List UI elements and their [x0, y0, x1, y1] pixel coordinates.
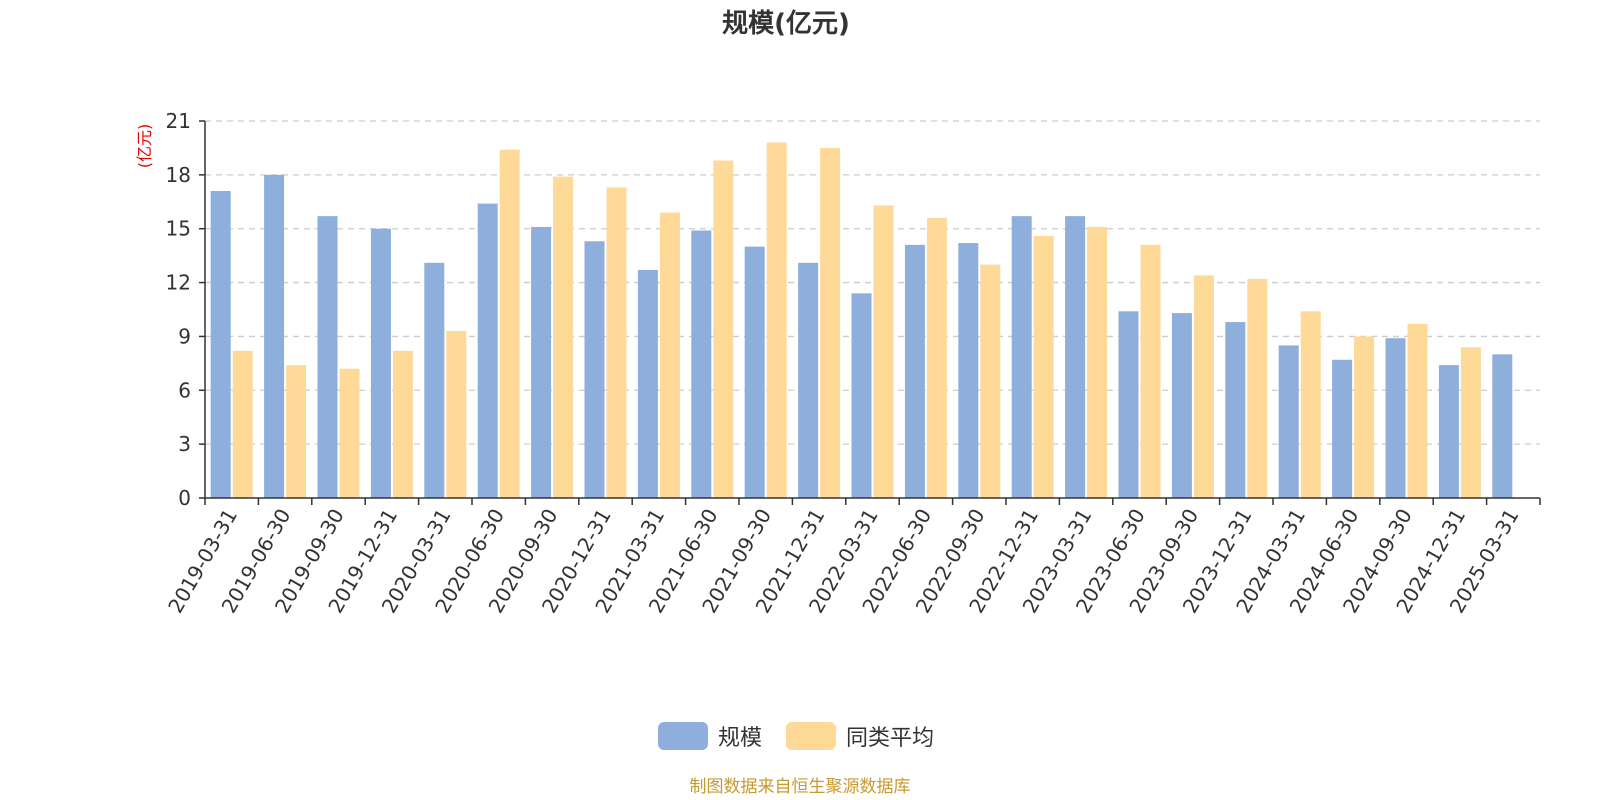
bar-peer-average-20 — [1300, 311, 1321, 498]
bar-peer-average-8 — [659, 212, 680, 499]
bar-scale-11 — [798, 262, 819, 498]
bar-peer-average-14 — [980, 264, 1001, 498]
y-tick-label-5: 15 — [166, 217, 191, 241]
bar-scale-16 — [1065, 216, 1086, 498]
bar-peer-average-12 — [873, 205, 894, 498]
bar-peer-average-22 — [1407, 323, 1428, 498]
bar-scale-5 — [477, 203, 498, 499]
bar-scale-17 — [1118, 311, 1139, 498]
legend: 规模 同类平均 — [658, 722, 934, 751]
bar-peer-average-19 — [1247, 278, 1268, 498]
bar-scale-8 — [637, 270, 658, 498]
y-axis-unit-label: (亿元) — [135, 124, 154, 169]
bar-scale-6 — [531, 226, 552, 498]
bar-scale-22 — [1385, 338, 1406, 498]
bar-scale-21 — [1332, 359, 1353, 498]
bar-scale-18 — [1171, 313, 1192, 498]
bar-scale-24 — [1492, 354, 1513, 498]
bar-scale-9 — [691, 230, 712, 498]
data-source-note: 制图数据来自恒生聚源数据库 — [690, 777, 911, 797]
y-tick-label-3: 9 — [178, 324, 191, 348]
bar-scale-15 — [1011, 216, 1032, 498]
bar-peer-average-21 — [1354, 336, 1375, 498]
bar-scale-20 — [1278, 345, 1299, 498]
bar-peer-average-4 — [446, 331, 467, 498]
bar-peer-average-11 — [820, 147, 841, 498]
bar-peer-average-5 — [499, 149, 520, 498]
bars — [210, 142, 1513, 499]
bar-peer-average-13 — [926, 217, 947, 498]
chart-title: 规模(亿元) — [722, 9, 850, 39]
bar-scale-14 — [958, 243, 979, 498]
y-tick-label-2: 6 — [178, 378, 191, 402]
bar-peer-average-9 — [713, 160, 734, 498]
y-tick-label-6: 18 — [166, 163, 191, 187]
bar-peer-average-3 — [392, 350, 413, 498]
bar-peer-average-17 — [1140, 244, 1161, 498]
y-tick-label-4: 12 — [166, 271, 191, 295]
bar-peer-average-6 — [553, 176, 574, 498]
bar-peer-average-7 — [606, 187, 627, 498]
bar-scale-13 — [904, 244, 925, 498]
legend-label-scale: 规模 — [718, 726, 762, 751]
bar-scale-23 — [1438, 365, 1459, 498]
bar-scale-10 — [744, 246, 765, 498]
legend-label-peer-average: 同类平均 — [846, 726, 934, 751]
bar-scale-19 — [1225, 322, 1246, 498]
y-tick-label-7: 21 — [166, 109, 191, 133]
legend-swatch-scale — [658, 722, 708, 750]
y-tick-label-1: 3 — [178, 432, 191, 456]
bar-scale-4 — [424, 262, 445, 498]
bar-peer-average-10 — [766, 142, 787, 499]
bar-peer-average-2 — [339, 368, 360, 498]
bar-scale-12 — [851, 293, 872, 498]
bar-peer-average-18 — [1193, 275, 1214, 498]
bar-scale-1 — [264, 174, 285, 498]
bar-scale-0 — [210, 191, 231, 498]
y-tick-label-0: 0 — [178, 486, 191, 510]
bar-peer-average-0 — [232, 350, 253, 498]
bar-peer-average-15 — [1033, 235, 1054, 498]
bar-peer-average-16 — [1087, 226, 1108, 498]
legend-swatch-peer-average — [786, 722, 836, 750]
bar-scale-2 — [317, 216, 338, 498]
bar-scale-3 — [370, 228, 391, 498]
bar-scale-7 — [584, 241, 605, 498]
bar-peer-average-1 — [286, 365, 307, 498]
bar-peer-average-23 — [1460, 347, 1481, 498]
